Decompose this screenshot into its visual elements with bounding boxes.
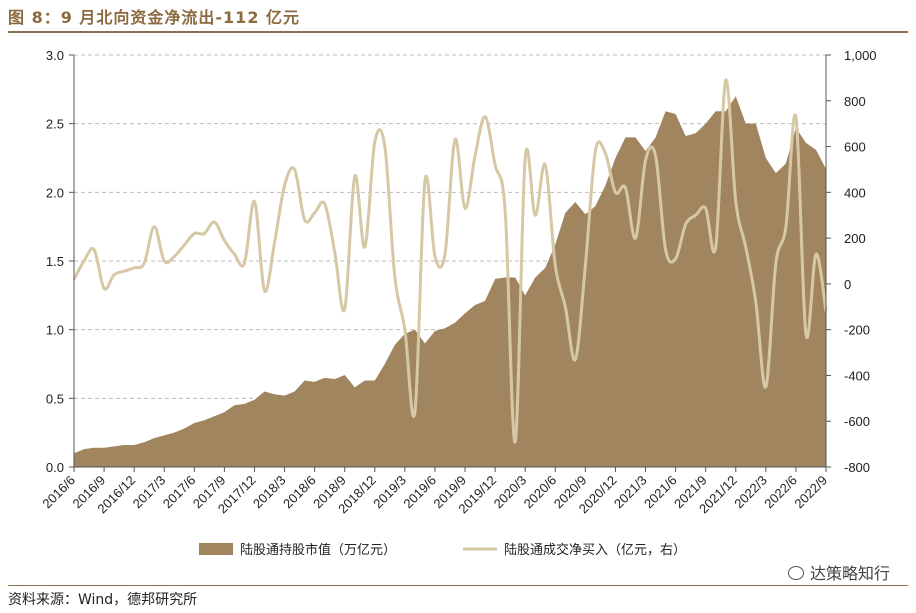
source-rule — [8, 585, 908, 586]
x-tick-label: 2019/3 — [370, 473, 409, 512]
left-tick-label: 2.5 — [46, 117, 64, 132]
x-tick-label: 2020/3 — [491, 473, 530, 512]
area-series-layer — [74, 96, 826, 467]
x-tick-label: 2022/9 — [791, 473, 830, 512]
wechat-icon — [787, 566, 804, 580]
right-axis-ticks: -800 -600 -400 -200 0 200 400 600 800 1,000 — [826, 48, 877, 475]
x-tick-label: 2019/6 — [400, 473, 439, 512]
x-tick-label: 2021/6 — [641, 473, 680, 512]
left-axis-ticks: 0.0 0.5 1.0 1.5 2.0 2.5 3.0 — [46, 48, 74, 475]
left-tick-label: 0.0 — [46, 460, 64, 475]
left-tick-label: 1.5 — [46, 254, 64, 269]
watermark: 达策略知行 — [787, 560, 890, 584]
source-note: 资料来源：Wind，德邦研究所 — [8, 592, 198, 608]
x-tick-label: 2022/3 — [731, 473, 770, 512]
left-tick-label: 3.0 — [46, 48, 64, 63]
x-tick-label: 2018/3 — [250, 473, 289, 512]
title-rule — [8, 31, 908, 33]
line-series-layer — [72, 78, 828, 444]
left-tick-label: 2.0 — [46, 185, 64, 200]
x-tick-label: 2017/3 — [130, 473, 169, 512]
x-tick-label: 2022/6 — [761, 473, 800, 512]
right-tick-label: 200 — [844, 231, 866, 246]
area-series-holdings — [74, 96, 826, 467]
left-tick-label: 0.5 — [46, 391, 64, 406]
x-tick-label: 2016/6 — [39, 473, 78, 512]
line-series-net-buy — [72, 78, 828, 444]
x-tick-label: 2017/6 — [160, 473, 199, 512]
left-tick-label: 1.0 — [46, 323, 64, 338]
legend-label-area: 陆股通持股市值（万亿元） — [240, 542, 396, 558]
right-tick-label: 600 — [844, 140, 866, 155]
right-tick-label: -600 — [844, 414, 870, 429]
right-tick-label: -400 — [844, 368, 870, 383]
x-axis-ticks: 2016/62016/92016/122017/32017/62017/9201… — [39, 467, 830, 516]
x-tick-label: 2020/6 — [521, 473, 560, 512]
legend-label-line: 陆股通成交净买入（亿元，右） — [504, 542, 686, 558]
right-tick-label: -800 — [844, 460, 870, 475]
legend-swatch-area — [199, 543, 233, 555]
legend: 陆股通持股市值（万亿元） 陆股通成交净买入（亿元，右） — [199, 542, 686, 558]
x-tick-label: 2021/3 — [611, 473, 650, 512]
right-tick-label: 1,000 — [844, 48, 877, 63]
x-tick-label: 2018/6 — [280, 473, 319, 512]
right-tick-label: 0 — [844, 277, 851, 292]
right-tick-label: 800 — [844, 94, 866, 109]
right-tick-label: -200 — [844, 323, 870, 338]
watermark-text: 达策略知行 — [809, 564, 890, 583]
right-tick-label: 400 — [844, 185, 866, 200]
figure-title: 图 8：9 月北向资金净流出-112 亿元 — [8, 8, 301, 27]
